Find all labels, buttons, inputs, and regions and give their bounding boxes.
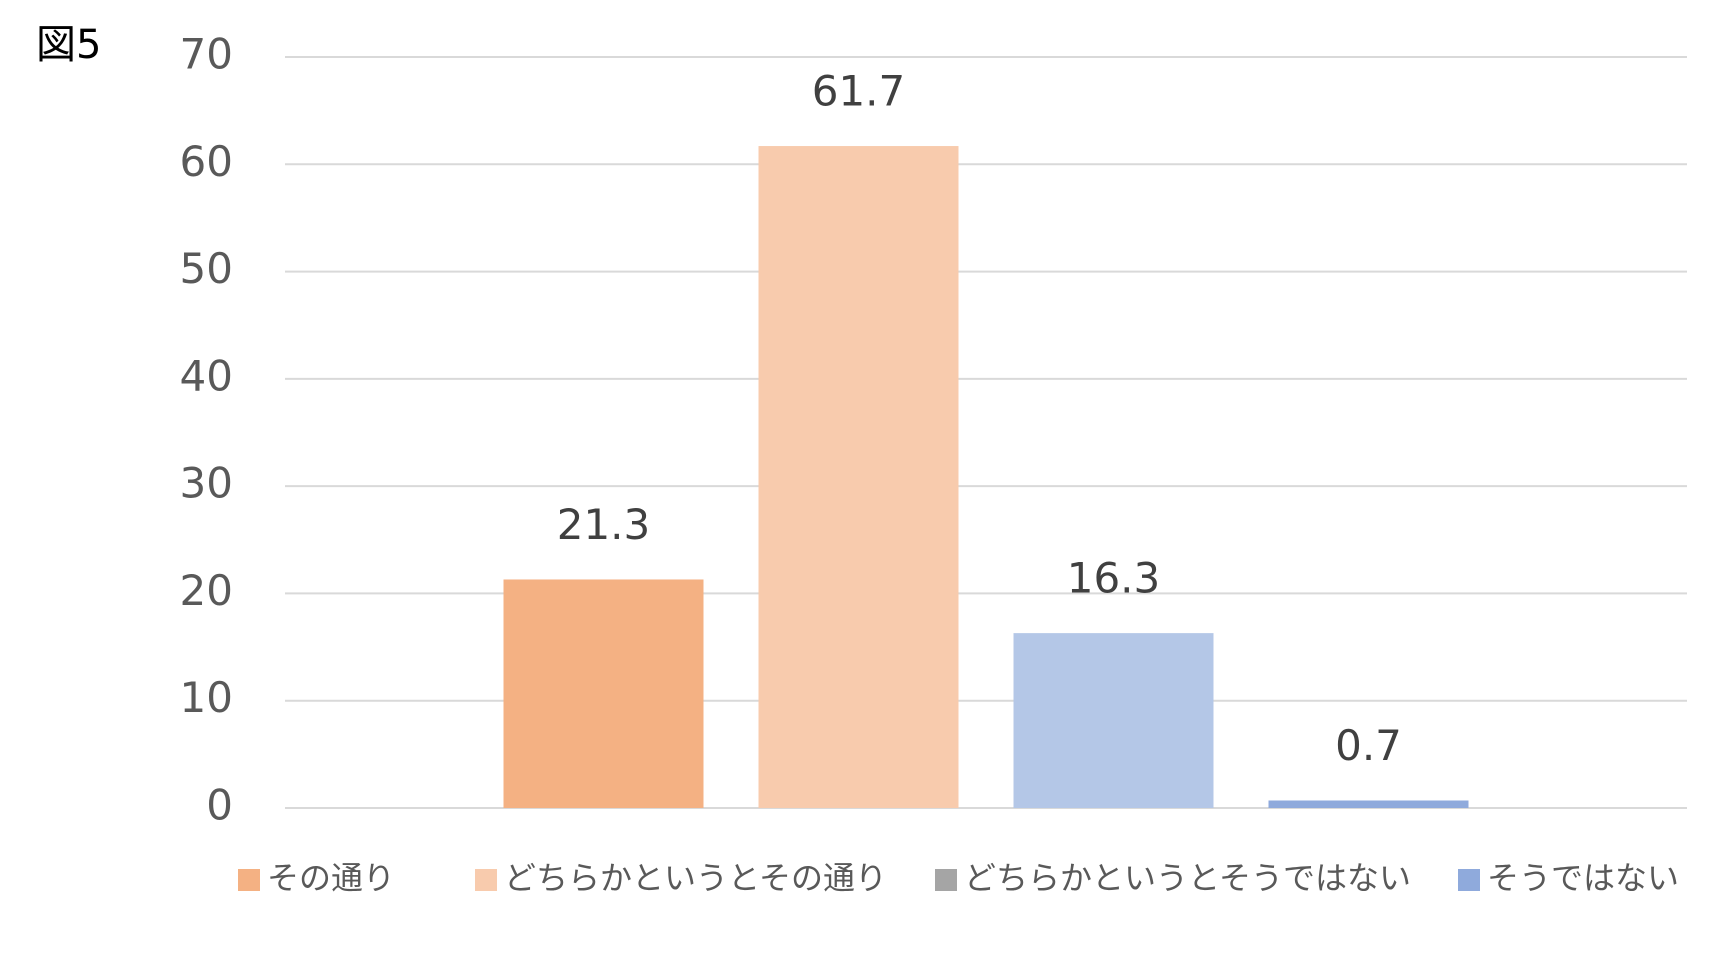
- legend-swatch: [475, 869, 497, 891]
- legend-label: そうではない: [1487, 859, 1679, 897]
- data-label: 61.7: [812, 67, 906, 116]
- bar: [503, 579, 704, 808]
- legend-swatch: [1458, 869, 1480, 891]
- y-tick-label: 0: [206, 781, 233, 830]
- y-tick-label: 60: [180, 137, 233, 186]
- chart-title: 図5: [36, 22, 101, 68]
- legend-swatch: [238, 869, 260, 891]
- data-label: 16.3: [1067, 554, 1161, 603]
- bar: [1268, 800, 1469, 808]
- y-tick-label: 50: [180, 244, 233, 293]
- y-tick-label: 30: [180, 459, 233, 508]
- y-tick-label: 10: [180, 673, 233, 722]
- bar: [1013, 633, 1214, 808]
- data-label: 21.3: [557, 500, 651, 549]
- y-tick-label: 20: [180, 566, 233, 615]
- y-tick-label: 70: [180, 30, 233, 79]
- bar: [758, 146, 959, 809]
- legend-label: その通り: [267, 859, 395, 897]
- data-label: 0.7: [1335, 721, 1402, 770]
- y-tick-label: 40: [180, 351, 233, 400]
- legend-swatch: [935, 869, 957, 891]
- legend-label: どちらかというとその通り: [504, 859, 887, 897]
- legend-label: どちらかというとそうではない: [964, 859, 1411, 897]
